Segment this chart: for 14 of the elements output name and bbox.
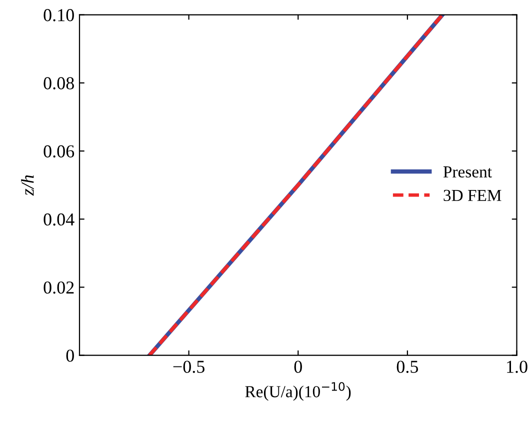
y-axis-title: z/h <box>21 175 34 196</box>
y-tick-label: 0 <box>66 350 74 362</box>
x-tick-label: −0.5 <box>173 360 204 373</box>
x-tick-label: 0.5 <box>396 360 418 373</box>
y-tick-label: 0.02 <box>44 281 74 294</box>
legend-label: 3D FEM <box>444 190 502 202</box>
y-tick-label: 0.06 <box>44 145 74 158</box>
y-tick-label: 0.08 <box>44 77 74 90</box>
legend-label: Present <box>443 166 492 178</box>
x-tick-label: 0 <box>294 360 302 373</box>
x-axis-title: Re(U/a)(10$^{−10}$) <box>245 382 351 401</box>
x-tick-label: 1.0 <box>507 360 528 373</box>
y-tick-label: 0.04 <box>44 213 74 226</box>
y-tick-label: 0.10 <box>44 9 74 22</box>
